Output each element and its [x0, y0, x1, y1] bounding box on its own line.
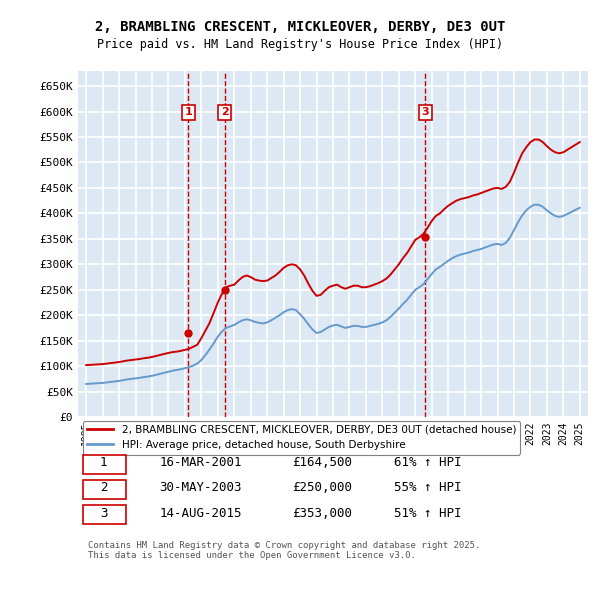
FancyBboxPatch shape: [83, 506, 127, 524]
Text: £164,500: £164,500: [292, 456, 352, 469]
Text: 55% ↑ HPI: 55% ↑ HPI: [394, 481, 462, 494]
Legend: 2, BRAMBLING CRESCENT, MICKLEOVER, DERBY, DE3 0UT (detached house), HPI: Average: 2, BRAMBLING CRESCENT, MICKLEOVER, DERBY…: [83, 421, 520, 454]
Text: 30-MAY-2003: 30-MAY-2003: [160, 481, 242, 494]
Text: 14-AUG-2015: 14-AUG-2015: [160, 507, 242, 520]
Text: 51% ↑ HPI: 51% ↑ HPI: [394, 507, 462, 520]
Text: Contains HM Land Registry data © Crown copyright and database right 2025.
This d: Contains HM Land Registry data © Crown c…: [88, 540, 481, 560]
Text: 3: 3: [100, 507, 107, 520]
FancyBboxPatch shape: [83, 480, 127, 499]
Text: 1: 1: [100, 456, 107, 469]
Text: 3: 3: [422, 107, 429, 117]
Text: 16-MAR-2001: 16-MAR-2001: [160, 456, 242, 469]
Text: Price paid vs. HM Land Registry's House Price Index (HPI): Price paid vs. HM Land Registry's House …: [97, 38, 503, 51]
FancyBboxPatch shape: [83, 455, 127, 474]
Text: £353,000: £353,000: [292, 507, 352, 520]
Text: 61% ↑ HPI: 61% ↑ HPI: [394, 456, 462, 469]
Text: 1: 1: [185, 107, 192, 117]
Text: £250,000: £250,000: [292, 481, 352, 494]
Text: 2, BRAMBLING CRESCENT, MICKLEOVER, DERBY, DE3 0UT: 2, BRAMBLING CRESCENT, MICKLEOVER, DERBY…: [95, 19, 505, 34]
Text: 2: 2: [100, 481, 107, 494]
Text: 2: 2: [221, 107, 229, 117]
